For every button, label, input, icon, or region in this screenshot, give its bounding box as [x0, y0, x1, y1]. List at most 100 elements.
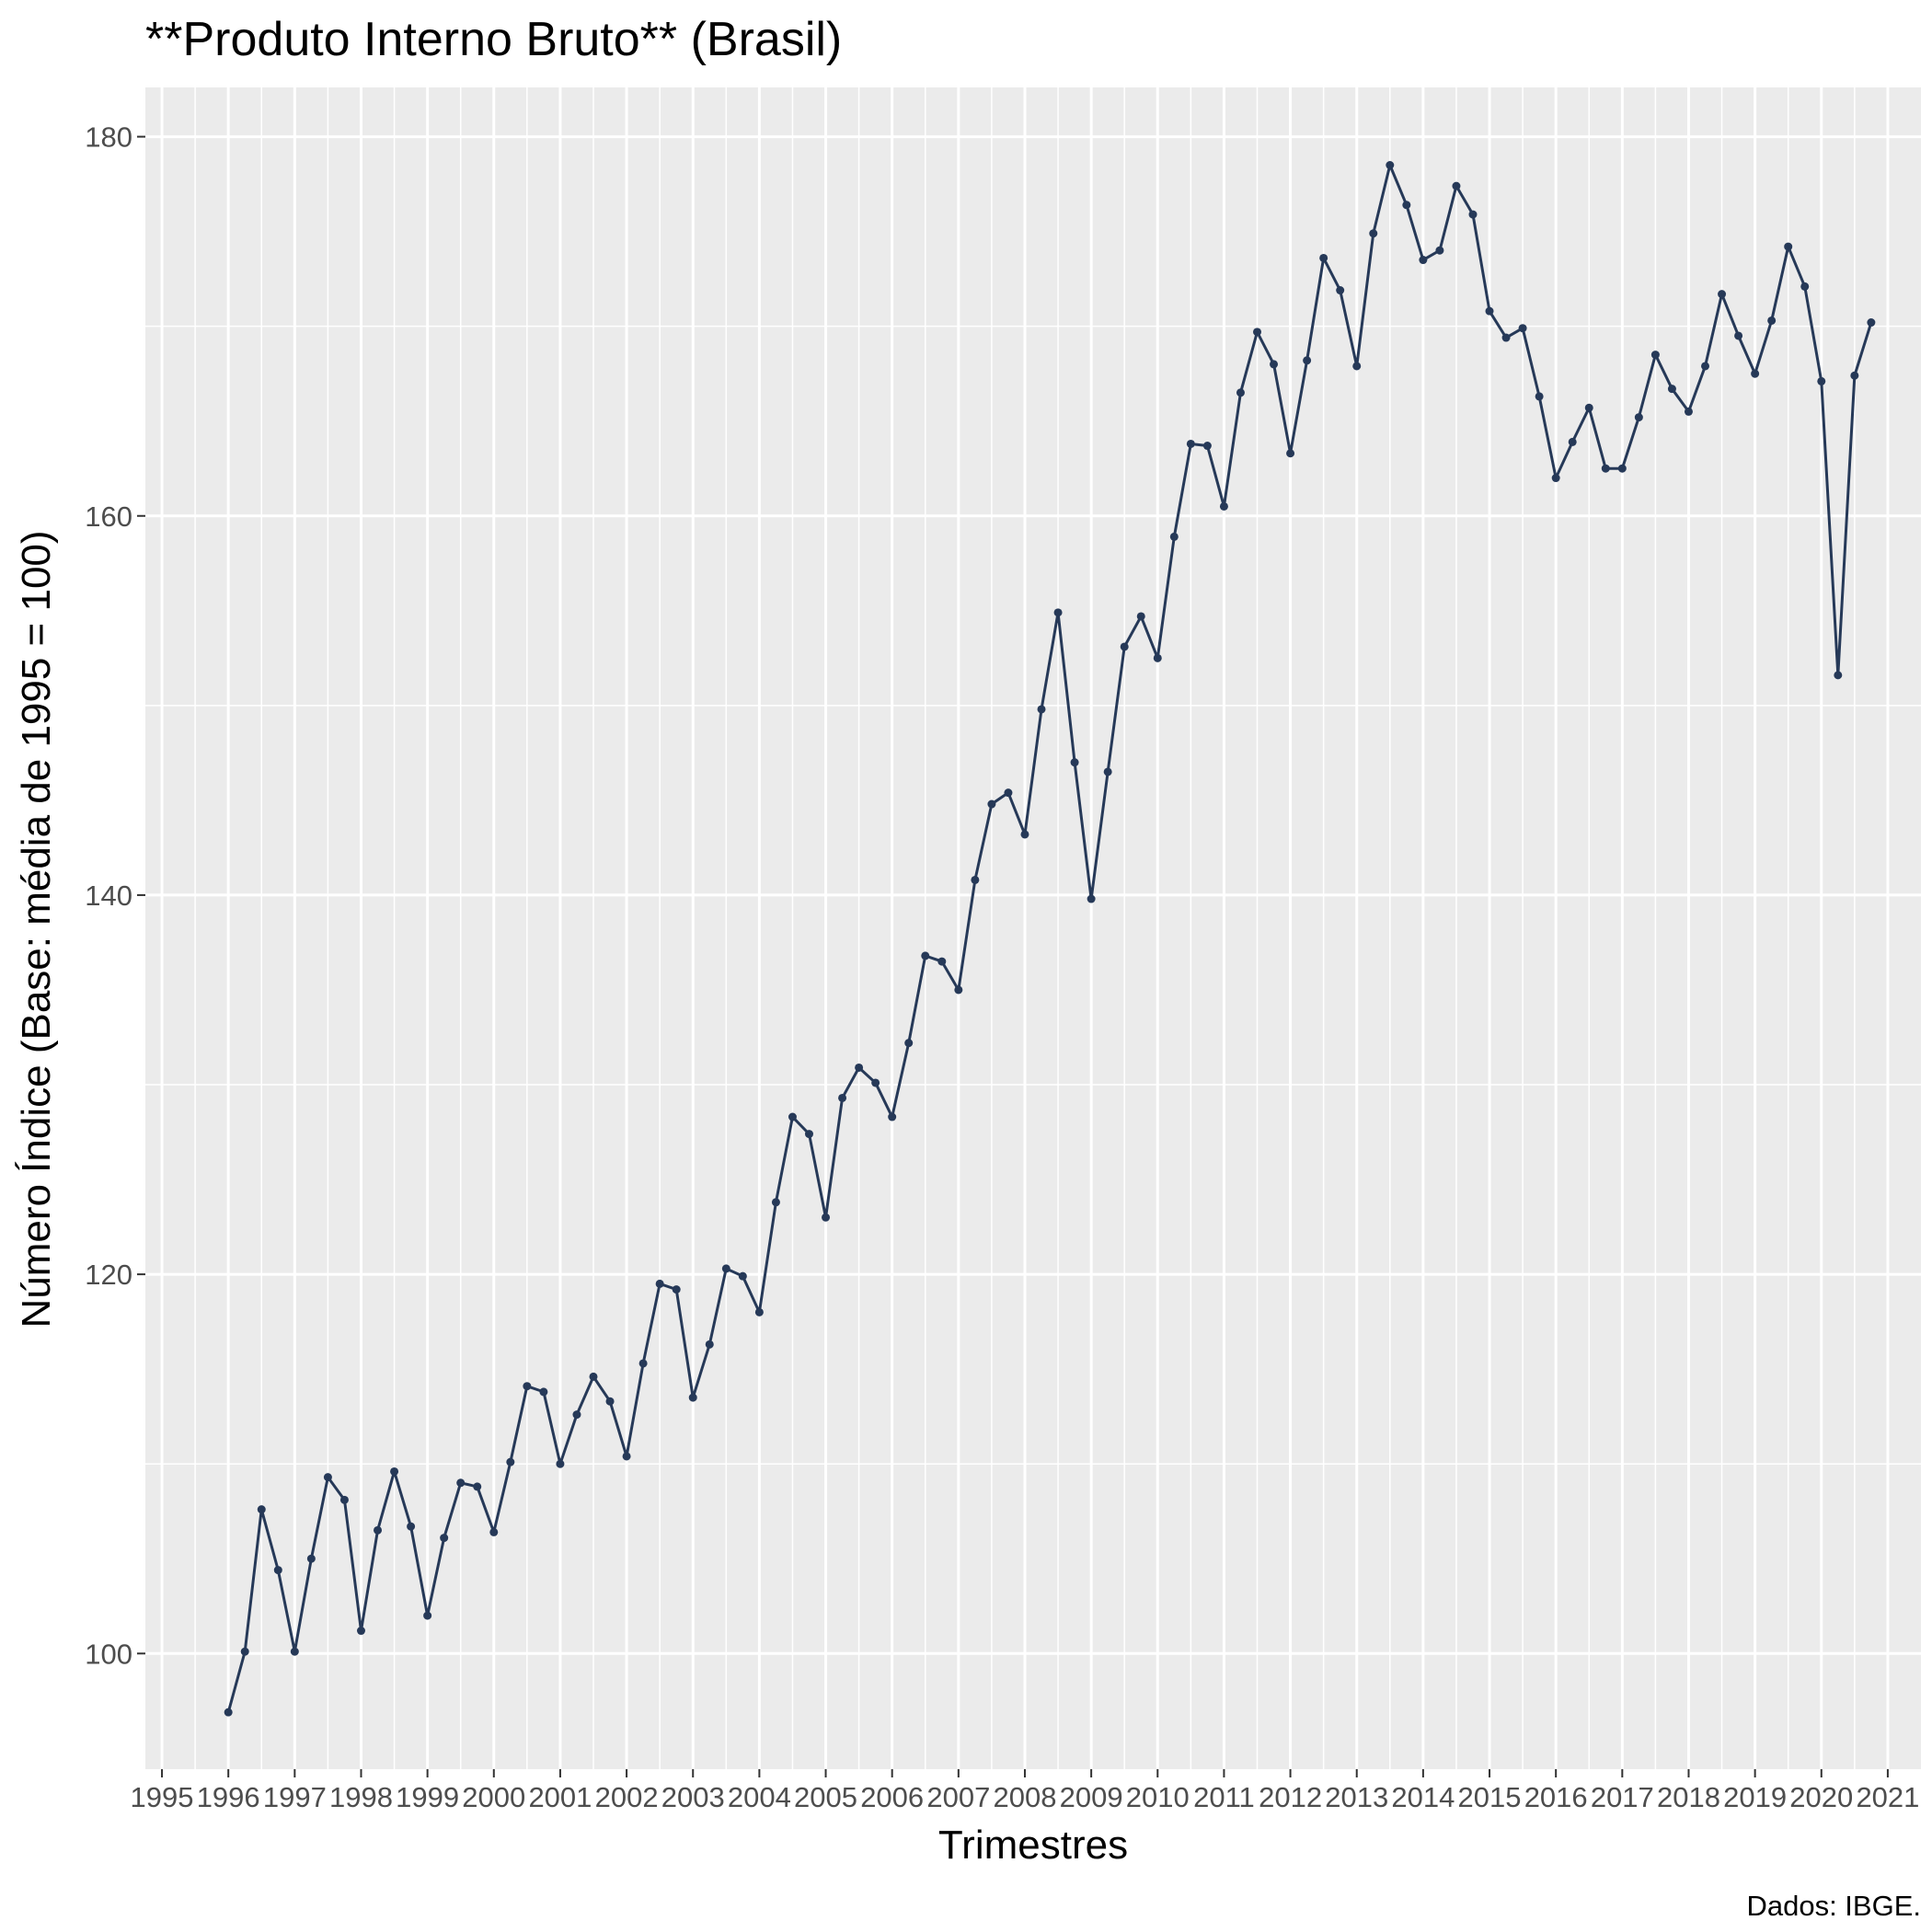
data-point-26: [655, 1279, 664, 1288]
data-point-98: [1850, 371, 1859, 380]
x-tick-label-2020: 2020: [1789, 1781, 1853, 1813]
data-point-21: [572, 1410, 581, 1420]
data-point-33: [771, 1198, 780, 1207]
data-point-24: [622, 1452, 631, 1461]
y-tick-label-160: 160: [85, 500, 132, 533]
data-point-52: [1087, 894, 1096, 903]
y-tick-label-180: 180: [85, 121, 132, 154]
data-point-67: [1336, 286, 1345, 295]
data-point-51: [1070, 758, 1079, 767]
data-point-6: [323, 1473, 332, 1482]
y-axis-title: Número Índice (Base: média de 1995 = 100…: [14, 530, 59, 1328]
data-point-0: [224, 1708, 233, 1717]
data-point-84: [1617, 464, 1627, 473]
data-point-8: [356, 1627, 365, 1636]
x-tick-label-2015: 2015: [1458, 1781, 1522, 1813]
data-point-14: [456, 1478, 466, 1488]
x-tick-label-2000: 2000: [462, 1781, 525, 1813]
x-tick-label-2001: 2001: [528, 1781, 592, 1813]
x-tick-label-2008: 2008: [993, 1781, 1056, 1813]
data-point-22: [589, 1372, 598, 1381]
data-point-89: [1701, 362, 1710, 371]
x-tick-label-1997: 1997: [263, 1781, 327, 1813]
data-point-49: [1037, 705, 1046, 714]
data-point-87: [1667, 385, 1676, 394]
x-tick-label-2004: 2004: [728, 1781, 791, 1813]
data-point-90: [1718, 290, 1727, 299]
x-tick-label-2007: 2007: [926, 1781, 990, 1813]
x-tick-label-2003: 2003: [661, 1781, 725, 1813]
data-point-61: [1236, 388, 1245, 397]
x-tick-label-2021: 2021: [1856, 1781, 1919, 1813]
data-point-11: [407, 1522, 416, 1531]
data-point-1: [240, 1647, 249, 1656]
x-axis-title: Trimestres: [938, 1823, 1128, 1868]
x-tick-label-2005: 2005: [794, 1781, 857, 1813]
x-tick-label-2016: 2016: [1524, 1781, 1588, 1813]
data-point-37: [838, 1093, 847, 1102]
data-point-93: [1767, 316, 1777, 325]
data-point-35: [804, 1130, 813, 1139]
caption: Dados: IBGE.: [1746, 1890, 1921, 1922]
data-point-36: [822, 1213, 831, 1222]
x-tick-label-1998: 1998: [329, 1781, 393, 1813]
data-point-79: [1535, 392, 1544, 401]
data-point-99: [1867, 318, 1876, 328]
data-point-92: [1751, 369, 1760, 378]
data-point-20: [556, 1459, 565, 1468]
data-point-44: [954, 985, 963, 995]
data-point-56: [1153, 653, 1162, 662]
data-point-71: [1402, 201, 1411, 210]
x-tick-label-2009: 2009: [1060, 1781, 1123, 1813]
data-point-3: [273, 1566, 282, 1575]
data-point-48: [1020, 830, 1029, 839]
data-point-96: [1817, 376, 1826, 385]
x-tick-label-2017: 2017: [1591, 1781, 1654, 1813]
data-point-47: [1004, 788, 1013, 798]
minor-gridlines: [145, 87, 1921, 1769]
data-point-41: [904, 1039, 914, 1048]
data-point-45: [971, 875, 980, 884]
data-point-54: [1120, 642, 1129, 651]
data-point-68: [1352, 362, 1362, 371]
data-point-75: [1468, 210, 1478, 219]
data-point-9: [374, 1525, 383, 1535]
data-point-5: [306, 1554, 316, 1563]
data-point-34: [788, 1112, 797, 1121]
data-point-80: [1551, 474, 1560, 483]
data-point-30: [721, 1264, 730, 1273]
data-point-77: [1501, 333, 1511, 342]
x-tick-label-2002: 2002: [595, 1781, 659, 1813]
plot-panel: [145, 87, 1921, 1769]
data-point-38: [855, 1063, 864, 1072]
x-axis-ticks: 1995 1996 1997 1998 1999 2000 2001 2002 2003 2004…: [131, 1769, 1919, 1813]
data-point-2: [257, 1505, 266, 1514]
data-point-82: [1584, 403, 1593, 412]
data-point-86: [1650, 351, 1660, 360]
data-point-85: [1634, 413, 1643, 422]
data-point-72: [1419, 256, 1428, 265]
data-point-31: [738, 1271, 747, 1281]
data-point-46: [987, 799, 996, 809]
data-point-27: [672, 1285, 681, 1294]
data-point-76: [1485, 306, 1494, 316]
x-tick-label-1995: 1995: [131, 1781, 194, 1813]
data-point-58: [1186, 439, 1195, 448]
data-point-81: [1568, 437, 1577, 446]
y-tick-label-140: 140: [85, 880, 132, 912]
x-tick-label-2010: 2010: [1126, 1781, 1190, 1813]
series-layer: [224, 160, 1876, 1717]
data-point-50: [1053, 608, 1063, 617]
x-tick-label-2013: 2013: [1325, 1781, 1388, 1813]
data-point-28: [688, 1393, 697, 1402]
x-tick-label-1996: 1996: [197, 1781, 260, 1813]
data-point-65: [1303, 356, 1312, 365]
data-point-88: [1684, 407, 1693, 416]
data-point-43: [937, 957, 947, 966]
data-point-66: [1319, 253, 1328, 262]
data-point-74: [1452, 181, 1461, 190]
x-tick-label-2018: 2018: [1657, 1781, 1720, 1813]
data-point-13: [440, 1534, 449, 1543]
data-point-29: [705, 1340, 714, 1349]
